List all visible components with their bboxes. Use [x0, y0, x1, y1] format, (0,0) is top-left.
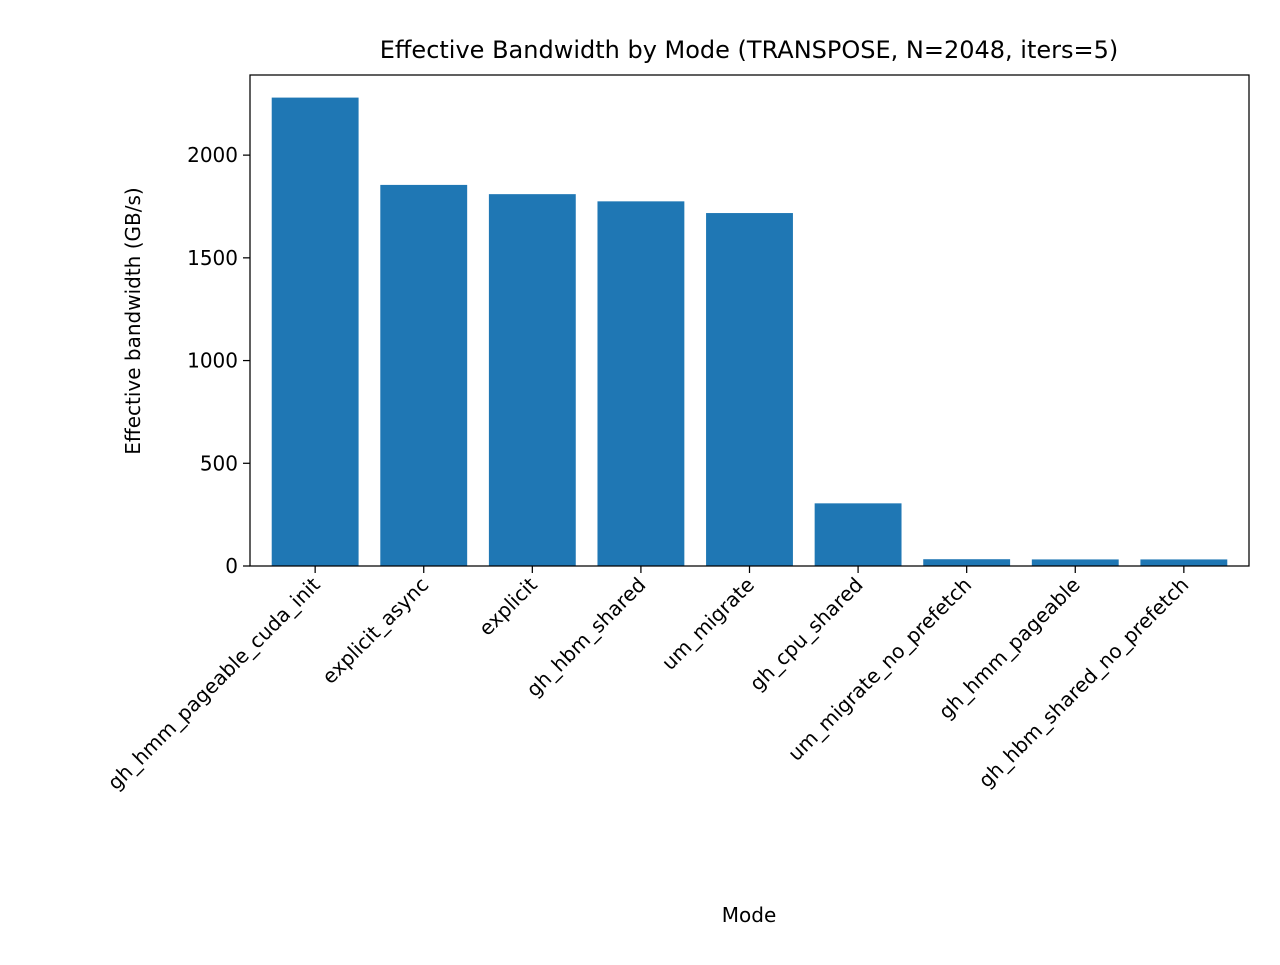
bar-explicit	[488, 194, 576, 566]
y-tick-label: 0	[225, 554, 238, 578]
bar-um_migrate	[706, 213, 793, 566]
bar-gh_hmm_pageable_cuda_init	[271, 97, 359, 566]
bar-gh_hbm_shared	[597, 201, 685, 566]
y-tick-label: 1000	[187, 349, 238, 373]
bar-gh_cpu_shared	[814, 503, 902, 566]
y-axis-label: Effective bandwidth (GB/s)	[121, 187, 145, 454]
bar-gh_hmm_pageable	[1031, 559, 1119, 566]
y-tick-label: 500	[200, 451, 238, 475]
x-axis-label: Mode	[722, 903, 777, 927]
bar-um_migrate_no_prefetch	[923, 559, 1011, 566]
bar-explicit_async	[380, 184, 468, 566]
y-tick-label: 2000	[187, 143, 238, 167]
y-tick-label: 1500	[187, 246, 238, 270]
bar-gh_hbm_shared_no_prefetch	[1140, 559, 1228, 566]
chart-title: Effective Bandwidth by Mode (TRANSPOSE, …	[380, 36, 1119, 64]
y-axis: 0 500 1000 1500 2000	[187, 143, 250, 578]
bars-group	[271, 97, 1228, 566]
